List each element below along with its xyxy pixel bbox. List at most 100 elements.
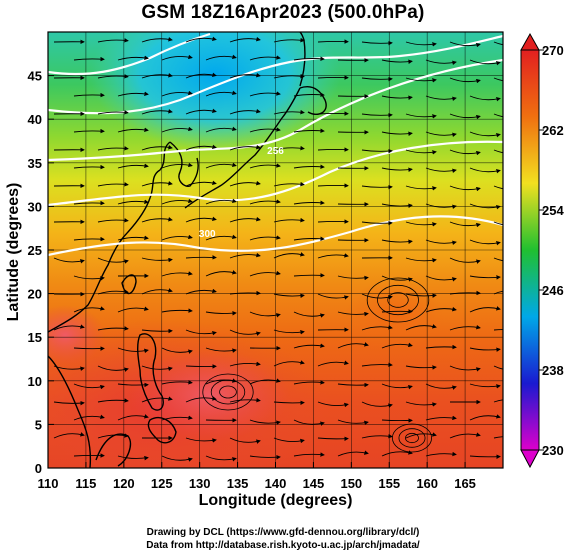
streamline [425,383,457,390]
streamline [205,54,237,61]
colorbar-tick-label: 254 [542,203,564,218]
streamline [449,432,481,439]
streamline [317,183,349,188]
streamline [405,324,437,331]
streamline [425,95,457,101]
coast-hokkaido [299,86,327,116]
streamline-eddy [377,284,419,316]
streamline [249,378,281,385]
streamline [229,36,261,43]
streamline [229,216,261,223]
streamline [449,221,481,228]
streamline [493,399,503,403]
streamline [185,216,217,223]
streamline [317,360,349,367]
streamline [381,239,413,244]
streamline [161,198,193,205]
credit-drawing: Drawing by DCL (https://www.gfd-dennou.o… [146,527,420,538]
streamline [361,148,393,154]
streamline [185,72,217,79]
streamline [161,308,193,313]
streamline [405,401,437,407]
streamline [73,346,105,351]
streamline [161,347,193,354]
streamline [205,162,237,169]
streamline [161,54,193,61]
streamline [117,455,149,461]
streamline [317,253,349,259]
streamline [337,275,369,281]
streamline [161,234,193,241]
streamline [205,270,237,277]
x-tick-label: 115 [75,476,96,491]
streamline [405,41,437,47]
streamline [273,360,305,367]
streamline [425,131,457,137]
streamline [405,365,437,370]
streamline [317,75,349,80]
streamline [205,455,237,462]
x-tick-label: 110 [38,476,59,491]
streamline [317,401,349,408]
streamline [493,41,503,46]
streamline [273,37,305,43]
streamline [317,219,349,224]
streamline [293,56,325,61]
streamline [97,74,129,79]
streamline [97,326,129,331]
streamline-eddy [210,379,246,405]
contour-line [48,58,503,162]
streamline [141,217,173,223]
streamline [141,37,173,43]
heatmap-field: 300 256 [48,32,503,468]
streamline [185,437,217,443]
streamline [73,453,105,458]
streamline [97,433,129,439]
streamline [97,182,129,187]
colorbar-tick-label: 262 [542,123,564,138]
streamline [425,451,457,457]
streamline [205,198,237,205]
contour-label: 300 [199,229,216,240]
streamline [97,38,129,43]
streamline [425,239,457,245]
colorbar-gradient [521,50,539,450]
streamline [185,329,217,336]
streamline [293,380,325,385]
streamline [161,271,193,277]
streamline [73,92,105,98]
coast-japan [184,87,301,209]
streamline [381,342,413,349]
streamline [117,382,149,388]
contour-label: 256 [267,146,284,157]
streamline [405,185,437,191]
coast-china [48,141,171,333]
colorbar-tick-label: 246 [542,283,564,298]
x-axis-label: Longitude (degrees) [198,492,353,509]
streamline [469,131,501,138]
streamline [273,329,305,335]
streamline [425,167,457,173]
streamline [273,109,305,115]
streamline [293,273,325,278]
streamline [293,452,325,457]
streamline [249,199,281,205]
streamline [117,306,149,313]
streamline [381,59,413,64]
streamline [337,342,369,349]
streamline [161,126,193,133]
isotherm-contours [48,32,503,257]
streamline [425,275,457,282]
streamline [185,396,217,403]
streamline [141,257,173,263]
y-tick-label: 35 [28,156,42,171]
y-axis-label: Latitude (degrees) [5,182,22,322]
streamline [493,329,503,331]
streamline [361,40,393,46]
streamline [449,41,481,48]
streamline [97,218,129,223]
streamline [293,419,325,426]
streamline [405,432,437,439]
streamline [97,146,129,151]
colorbar-frame [520,49,540,451]
